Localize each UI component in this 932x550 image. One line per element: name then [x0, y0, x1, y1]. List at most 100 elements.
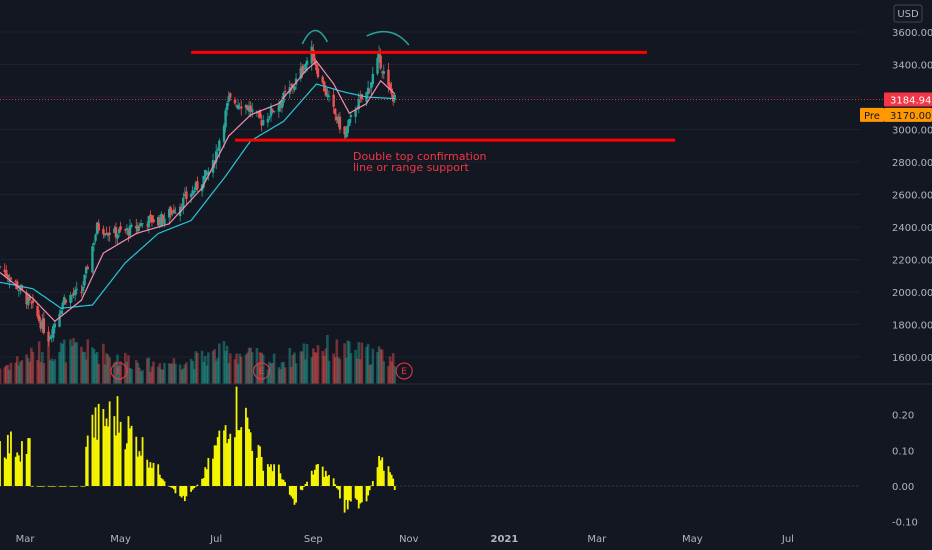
candle-body [28, 296, 31, 300]
candle-body [169, 207, 172, 216]
volume-bar [80, 346, 83, 384]
histogram-bar [259, 446, 261, 486]
histogram-bar [97, 403, 100, 486]
volume-bar [152, 361, 155, 384]
candle-body [299, 68, 302, 79]
earnings-marker[interactable]: E [395, 362, 413, 380]
histogram-bar [64, 486, 67, 487]
time-axis[interactable]: Mar May Jul Sep Nov 2021 Mar May Jul [16, 534, 794, 545]
histogram-bar [343, 486, 346, 513]
candle-body [244, 105, 248, 108]
volume-bar [233, 359, 237, 384]
candle-body [387, 69, 390, 86]
volume-bar [310, 357, 314, 384]
volume-bar [86, 339, 90, 384]
candle-body [72, 292, 75, 295]
double-top-arc-left[interactable] [301, 29, 329, 45]
volume-bar [224, 350, 227, 384]
volume-bar [39, 362, 43, 384]
histogram-bar [332, 478, 335, 486]
volume-bar [19, 361, 22, 384]
price-tick: 2200.00 [892, 256, 932, 267]
premarket-label: Pre [864, 111, 880, 122]
volume-bar [48, 360, 52, 384]
histogram-bar [379, 460, 382, 486]
histogram-bar [80, 486, 83, 487]
histogram-bar [310, 470, 313, 486]
volume-bar [17, 365, 21, 384]
double-top-arc-right[interactable] [366, 30, 410, 46]
histogram-bar [17, 455, 20, 486]
histogram-bar [50, 486, 53, 487]
volume-bar [72, 338, 75, 384]
volume-bar [369, 364, 373, 384]
histogram-bar [152, 462, 155, 486]
volume-bar [150, 366, 154, 384]
volume-bar [332, 353, 335, 384]
histogram-bar [140, 455, 142, 486]
candle-body [304, 64, 307, 71]
earnings-marker-label: E [116, 367, 122, 377]
candle-body [86, 266, 89, 270]
candle-body [127, 230, 130, 236]
candle-body [382, 71, 385, 74]
volume-bar [180, 369, 184, 384]
candle-body [313, 58, 317, 65]
volume-bar [337, 356, 340, 384]
candle-body [48, 336, 52, 340]
candle-body [97, 223, 100, 231]
histogram-bar [93, 437, 95, 486]
earnings-marker[interactable]: E [110, 362, 128, 380]
histogram-bar [42, 486, 45, 487]
histogram-bar [226, 443, 229, 486]
candle-body [388, 83, 392, 89]
candle-body [233, 99, 237, 104]
histogram-bar [328, 475, 330, 486]
premarket-tag: Pre 3170.00 [860, 107, 932, 122]
histogram-bar [282, 479, 285, 486]
volume-bar [20, 360, 24, 384]
candle-body [216, 149, 219, 151]
volume-bar [282, 361, 285, 384]
time-tick: 2021 [490, 534, 518, 545]
time-tick: Nov [399, 534, 419, 545]
histogram-bar [281, 479, 283, 486]
histogram-bar [169, 486, 172, 488]
currency-button[interactable] [893, 4, 923, 23]
volume-bar [371, 348, 375, 384]
candle-body [31, 300, 35, 303]
histogram-bar [41, 486, 44, 487]
price-grid [0, 31, 860, 358]
volume-bar [145, 358, 149, 384]
volume-bar [30, 347, 33, 384]
currency-label: USD [897, 9, 919, 20]
candle-body [218, 140, 221, 152]
candle-body [334, 108, 337, 115]
candle-body [346, 125, 349, 134]
volume-bar [189, 358, 193, 384]
candle-body [335, 116, 338, 120]
volume-bar [92, 348, 96, 384]
histogram-bar [174, 486, 177, 494]
candle-body [41, 320, 44, 329]
price-axis[interactable]: USD 3600.003400.003200.003000.002800.002… [860, 4, 932, 529]
histogram-bar [202, 478, 205, 486]
volume-bar [271, 362, 274, 384]
histogram-bar [146, 459, 149, 486]
candle-body [30, 302, 33, 304]
volume-bar [225, 345, 229, 384]
histogram-bar [284, 482, 287, 486]
volume-bar [158, 363, 162, 384]
histogram-bar [205, 469, 208, 486]
volume-bar [302, 343, 306, 384]
earnings-marker[interactable]: E [253, 362, 271, 380]
volume-bar [172, 358, 176, 384]
candle-body [196, 181, 199, 189]
histogram-bar [52, 486, 55, 487]
volume-bars [0, 334, 397, 384]
histogram-bar [246, 417, 249, 486]
candle-body [69, 294, 72, 304]
candle-body [194, 182, 198, 191]
